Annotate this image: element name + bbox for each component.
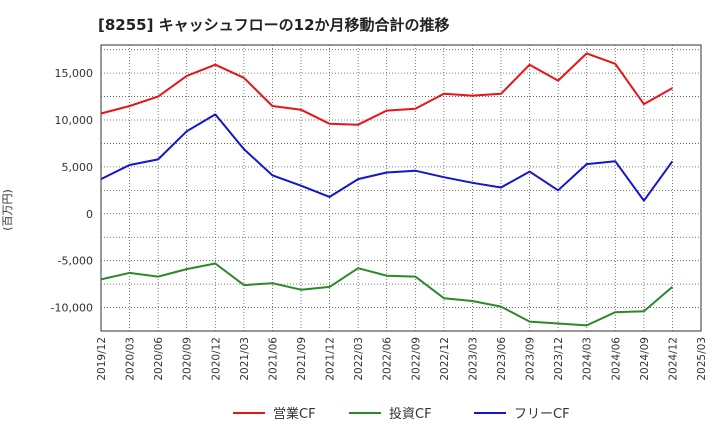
x-tick-label: 2024/09 xyxy=(639,337,651,381)
legend-label: フリーCF xyxy=(514,407,570,422)
x-tick-label: 2025/03 xyxy=(696,337,708,381)
y-tick-label: -5,000 xyxy=(58,255,93,268)
x-tick-label: 2022/03 xyxy=(353,337,365,381)
chart-title: [8255] キャッシュフローの12か月移動合計の推移 xyxy=(98,16,450,34)
x-tick-label: 2024/12 xyxy=(667,337,679,381)
x-tick-label: 2020/09 xyxy=(182,337,194,381)
y-tick-label: -10,000 xyxy=(51,302,93,315)
series-line xyxy=(100,52,673,126)
x-tick-label: 2023/12 xyxy=(553,337,565,381)
x-tick-label: 2021/12 xyxy=(325,337,337,381)
x-tick-label: 2023/06 xyxy=(496,337,508,381)
x-tick-label: 2021/03 xyxy=(239,337,251,381)
x-tick-label: 2021/09 xyxy=(296,337,308,381)
x-tick-label: 2020/06 xyxy=(153,337,165,381)
x-tick-label: 2020/12 xyxy=(210,337,222,381)
x-tick-label: 2022/12 xyxy=(439,337,451,381)
x-tick-label: 2020/03 xyxy=(125,337,137,381)
y-tick-label: 0 xyxy=(86,208,93,221)
x-tick-label: 2021/06 xyxy=(267,337,279,381)
legend-label: 投資CF xyxy=(389,406,432,422)
plot-area xyxy=(100,44,702,332)
series-line xyxy=(100,113,674,202)
series-line xyxy=(100,262,674,327)
x-tick-label: 2023/03 xyxy=(467,337,479,381)
x-tick-label: 2023/09 xyxy=(525,337,537,381)
y-tick-label: 5,000 xyxy=(62,161,94,174)
x-tick-label: 2024/06 xyxy=(610,337,622,381)
legend-label: 営業CF xyxy=(273,406,316,422)
y-tick-label: 10,000 xyxy=(55,114,94,127)
x-tick-label: 2019/12 xyxy=(96,337,108,381)
x-tick-label: 2022/09 xyxy=(410,337,422,381)
x-tick-label: 2022/06 xyxy=(382,337,394,381)
y-tick-label: 15,000 xyxy=(55,67,94,80)
x-tick-label: 2024/03 xyxy=(582,337,594,381)
